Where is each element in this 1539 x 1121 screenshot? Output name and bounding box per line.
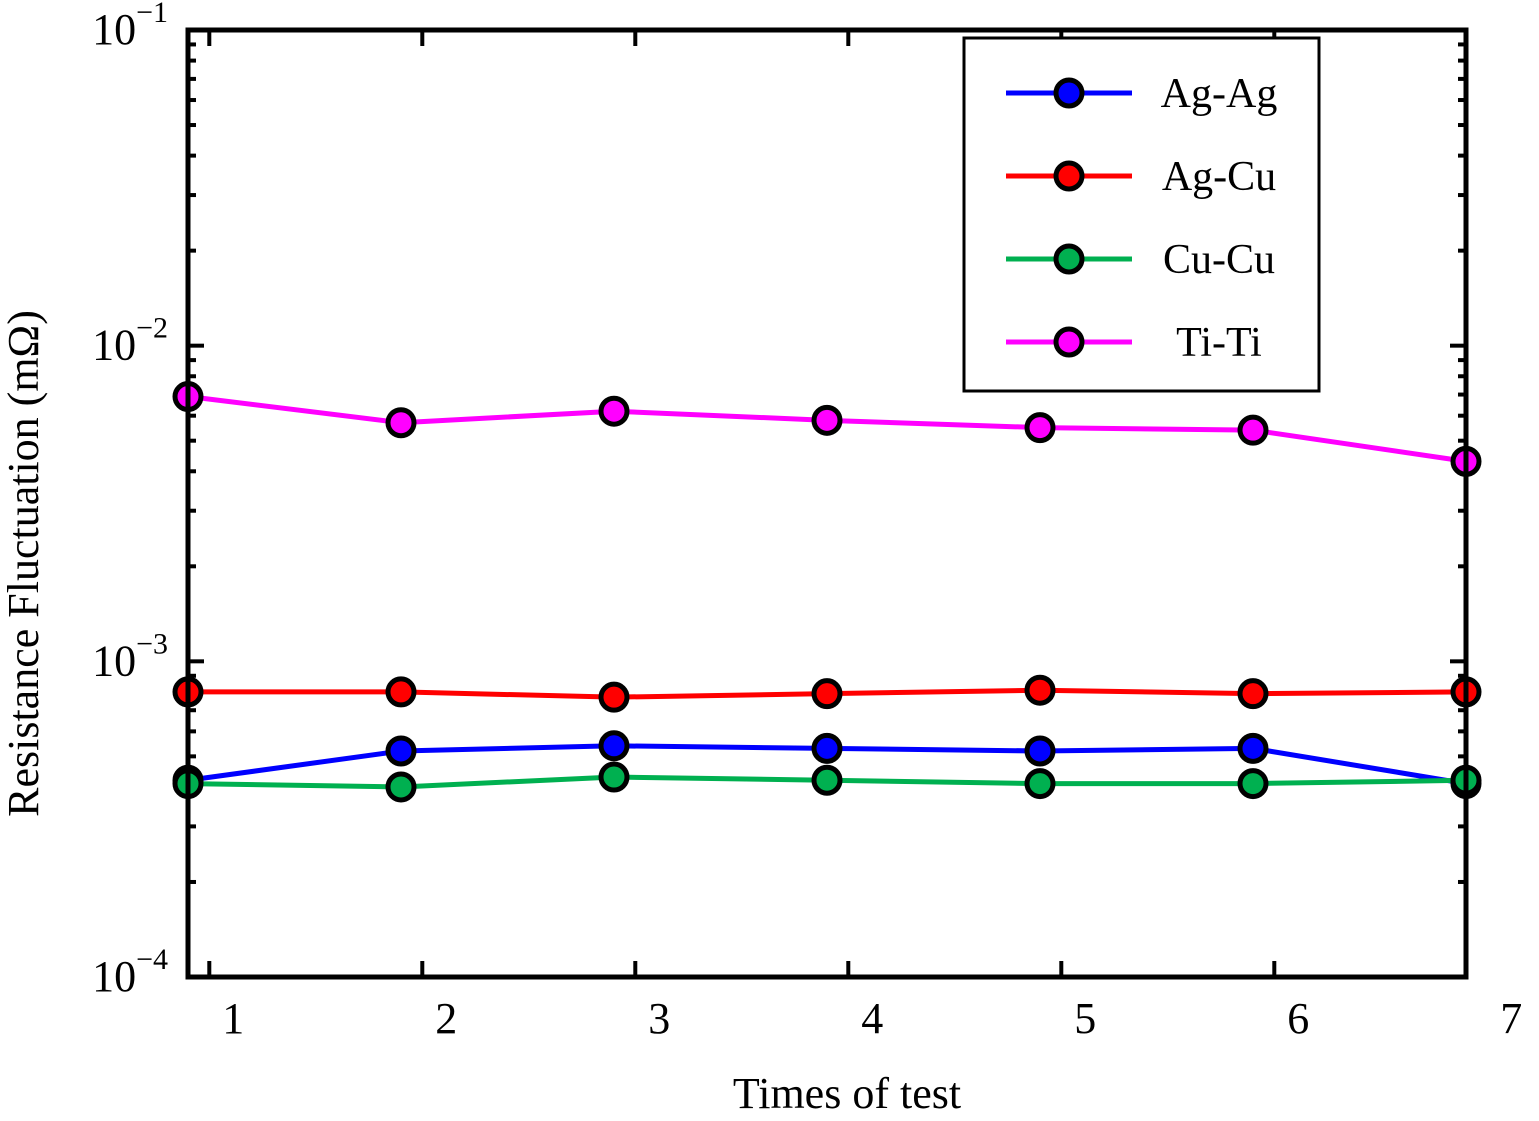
data-point-ag-ag [1237,732,1269,764]
legend-marker-ag-ag [1053,77,1085,109]
tick-labels: 1 2 3 4 5 6 7 10−4 10−3 10−2 10−1 [92,0,1522,1043]
data-point-ti-ti [1237,414,1269,446]
x-tick-label: 5 [1074,994,1096,1043]
data-point-ag-ag [385,735,417,767]
data-point-ag-ag [811,732,843,764]
x-tick-label: 7 [1500,994,1522,1043]
data-point-cu-cu [385,771,417,803]
data-point-cu-cu [1024,768,1056,800]
legend-label-ag-ag: Ag-Ag [1161,71,1278,117]
x-tick-label: 6 [1287,994,1309,1043]
legend-marker-cu-cu [1053,243,1085,275]
legend: Ag-Ag Ag-Cu Cu-Cu Ti-Ti [962,36,1321,393]
legend-box [962,36,1321,393]
data-point-ag-cu [811,678,843,710]
data-point-ag-ag [1024,735,1056,767]
data-point-ti-ti [1024,412,1056,444]
y-tick-label: 10−2 [92,312,168,370]
legend-marker-ti-ti [1053,326,1085,358]
legend-label-cu-cu: Cu-Cu [1163,237,1275,283]
legend-label-ti-ti: Ti-Ti [1176,320,1262,366]
data-point-ag-cu [598,681,630,713]
x-tick-label: 3 [648,994,670,1043]
data-point-ag-cu [1237,678,1269,710]
data-point-ag-cu [1024,674,1056,706]
data-point-ti-ti [385,407,417,439]
y-tick-label: 10−3 [92,627,168,685]
data-point-ti-ti [598,395,630,427]
data-point-cu-cu [811,764,843,796]
x-tick-label: 1 [222,994,244,1043]
plot-frame [185,27,1469,980]
y-tick-label: 10−1 [92,0,168,54]
legend-marker-ag-cu [1053,160,1085,192]
data-point-cu-cu [598,761,630,793]
legend-label-ag-cu: Ag-Cu [1162,154,1276,200]
x-axis-label: Times of test [733,1069,961,1118]
data-point-ag-ag [598,730,630,762]
data-point-ag-cu [385,676,417,708]
y-axis-label: Resistance Fluctuation (mΩ) [0,310,48,817]
x-tick-label: 4 [861,994,883,1043]
data-point-ti-ti [811,404,843,436]
data-point-cu-cu [1237,768,1269,800]
y-tick-label: 10−4 [92,943,168,1001]
x-tick-label: 2 [435,994,457,1043]
